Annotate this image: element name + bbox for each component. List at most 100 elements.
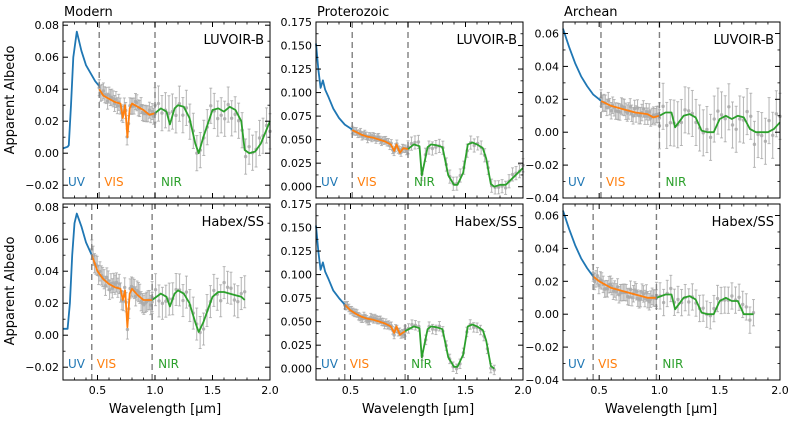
observation-point <box>416 140 421 144</box>
y-tick-label: 0.04 <box>35 83 60 96</box>
series-line-nir <box>154 104 271 155</box>
observation-point <box>712 117 716 121</box>
observation-point <box>430 327 435 331</box>
observation-point <box>219 113 223 117</box>
observation-point <box>647 110 651 114</box>
observation-point <box>647 300 651 304</box>
y-tick-label: 0.06 <box>535 28 560 41</box>
observation-point <box>701 306 705 310</box>
observation-point <box>413 140 417 145</box>
observation-point <box>605 287 610 291</box>
observation-point <box>618 110 622 114</box>
series-line-uv <box>315 43 353 131</box>
x-tick-label: 0.5 <box>342 384 360 397</box>
band-label-nir: NIR <box>414 175 435 189</box>
panel-title: Proterozoic <box>317 5 389 20</box>
y-tick-label: 0.02 <box>535 275 560 288</box>
observation-point <box>410 322 414 327</box>
y-tick-label: −0.02 <box>525 341 559 354</box>
y-tick-label: 0.100 <box>281 269 313 282</box>
series-line-vis <box>98 88 156 139</box>
y-tick-label: 0.06 <box>35 51 60 64</box>
observation-point <box>233 112 237 117</box>
observation-point <box>708 135 713 140</box>
series-line-vis <box>90 254 153 329</box>
x-tick-label: 2.0 <box>771 384 789 397</box>
panel-title: Archean <box>564 5 618 20</box>
observation-points <box>97 79 272 175</box>
observation-point <box>767 118 771 123</box>
panel-proterozoic-luvoir: UV VIS NIR 0.000 0.025 0.050 0.075 0.100 0.125 0.… <box>281 5 525 199</box>
y-tick-label: −0.02 <box>25 361 59 374</box>
x-tick-label: 1.5 <box>204 384 222 397</box>
observation-point <box>679 120 684 125</box>
observation-point <box>597 283 601 288</box>
observation-points <box>599 82 782 168</box>
instrument-label: Habex/SS <box>712 215 774 230</box>
observation-point <box>156 101 161 106</box>
observation-point <box>222 280 226 285</box>
x-tick-label: 2.0 <box>261 384 279 397</box>
x-axis-label-left: Wavelength [μm] <box>109 402 221 417</box>
band-label-vis: VIS <box>350 357 369 371</box>
observation-point <box>763 139 768 143</box>
band-label-nir: NIR <box>411 357 432 371</box>
y-tick-label: 0.000 <box>281 363 313 376</box>
series-line-uv <box>562 28 602 102</box>
observation-point <box>236 299 240 304</box>
series-line-nir <box>151 289 246 333</box>
observation-point <box>472 143 476 148</box>
series-line-uv <box>562 210 594 277</box>
observation-point <box>392 333 396 337</box>
y-tick-label: 0.02 <box>35 115 60 128</box>
observation-point <box>226 102 230 107</box>
series-line-vis <box>351 129 409 154</box>
y-tick-label: −0.02 <box>25 179 59 192</box>
observation-point <box>614 290 618 294</box>
y-tick-label: 0.00 <box>535 126 560 139</box>
y-tick-label: 0.100 <box>281 87 313 100</box>
x-tick-label: 1.0 <box>146 384 164 397</box>
panel-modern-luvoir: UV VIS NIR −0.02 0.00 0.02 0.04 0.06 0.08 Modern L… <box>25 5 272 199</box>
observation-point <box>454 367 459 371</box>
observation-point <box>644 109 648 114</box>
observation-point <box>153 287 158 292</box>
observation-point <box>756 132 760 137</box>
panel-frame <box>315 203 524 381</box>
band-label-nir: NIR <box>161 175 182 189</box>
y-tick-label: 0.00 <box>35 329 60 342</box>
observation-point <box>705 127 709 132</box>
observation-point <box>157 299 161 303</box>
observation-point <box>740 302 745 307</box>
x-axis-label-middle: Wavelength [μm] <box>362 402 474 417</box>
band-label-nir: NIR <box>665 175 686 189</box>
x-tick-label: 0.5 <box>590 384 608 397</box>
observation-point <box>160 111 164 115</box>
observation-points <box>350 125 525 195</box>
observation-point <box>712 306 716 311</box>
y-tick-label: 0.00 <box>35 147 60 160</box>
series-line-nir <box>404 323 495 370</box>
observation-point <box>232 298 237 302</box>
y-tick-label: 0.025 <box>281 339 313 352</box>
y-tick-label: 0.075 <box>281 110 313 123</box>
panel-frame <box>62 203 271 381</box>
observation-point <box>715 296 720 301</box>
observation-point <box>257 136 262 140</box>
y-tick-label: 0.125 <box>281 245 313 258</box>
instrument-label: Habex/SS <box>202 215 264 230</box>
y-tick-label: −0.02 <box>525 159 559 172</box>
y-tick-label: 0.175 <box>281 198 313 211</box>
observation-point <box>641 292 646 296</box>
observation-point <box>239 291 243 296</box>
observation-point <box>669 286 673 291</box>
observation-point <box>716 109 720 113</box>
observation-point <box>683 108 687 112</box>
observation-point <box>638 113 643 118</box>
observation-point <box>174 113 178 118</box>
observation-point <box>160 301 165 306</box>
observation-point <box>638 296 643 301</box>
observation-point <box>247 144 251 149</box>
observation-point <box>430 146 435 151</box>
